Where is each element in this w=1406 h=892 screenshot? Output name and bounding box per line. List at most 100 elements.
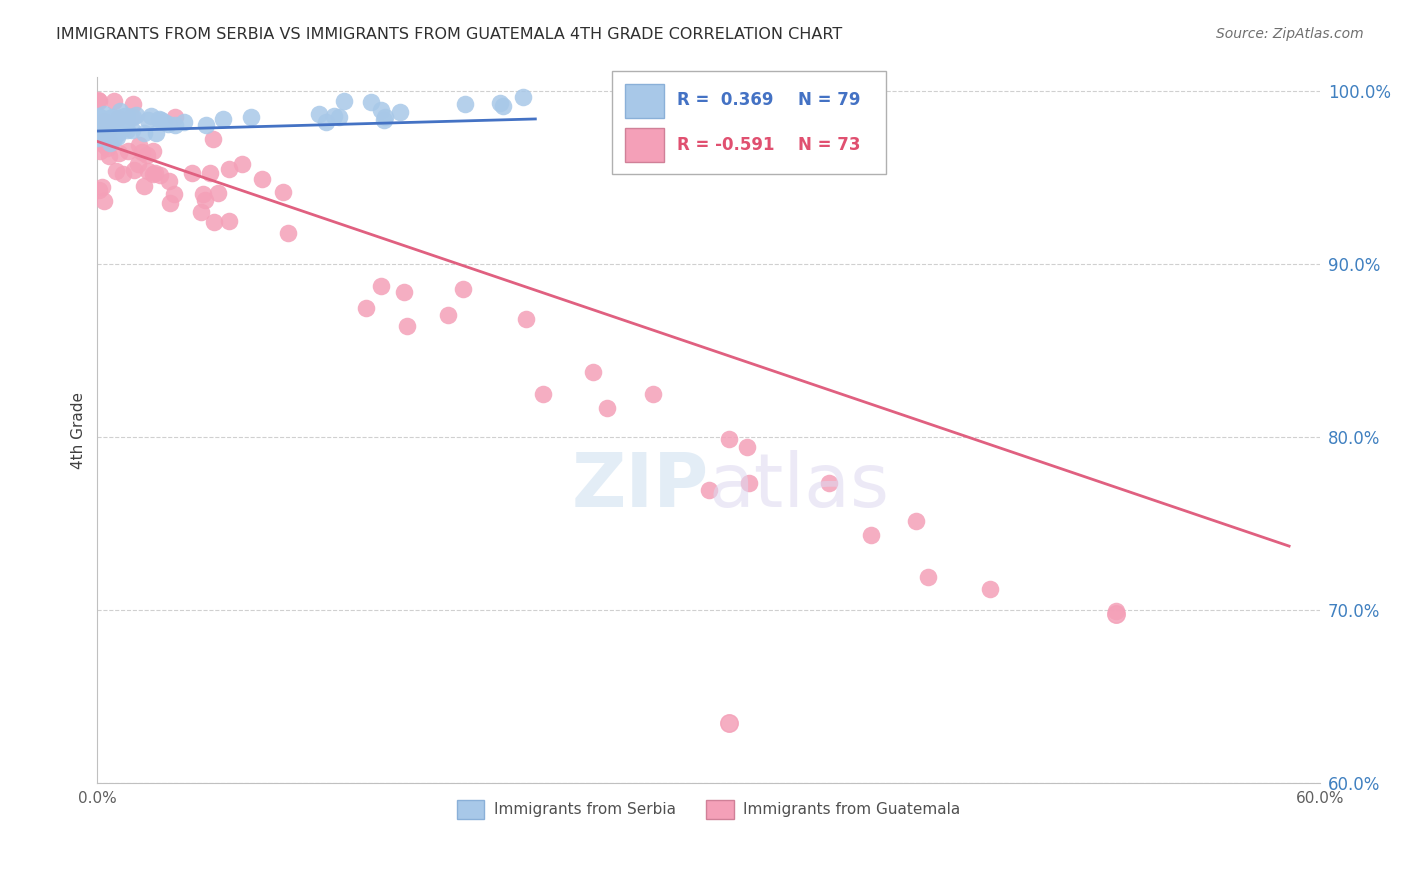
Point <box>370 278 392 293</box>
Point <box>370 103 392 117</box>
Point <box>308 107 330 121</box>
Point <box>131 145 153 160</box>
Point <box>735 440 758 454</box>
Point <box>738 475 761 490</box>
Point <box>97 123 120 137</box>
Point <box>89 183 111 197</box>
Point <box>121 123 143 137</box>
Point <box>90 129 112 144</box>
Text: R =  0.369: R = 0.369 <box>678 91 773 109</box>
Point <box>93 113 115 128</box>
Point <box>87 118 110 132</box>
Text: N = 79: N = 79 <box>799 91 860 109</box>
Point <box>360 95 382 109</box>
Point <box>107 111 129 125</box>
Point <box>115 112 138 127</box>
Point <box>207 186 229 200</box>
Point <box>273 185 295 199</box>
Point <box>165 118 187 132</box>
Point <box>979 582 1001 596</box>
Point <box>87 131 110 145</box>
Point <box>105 164 128 178</box>
Point <box>89 123 111 137</box>
Point <box>100 136 122 151</box>
Bar <box>626 128 664 161</box>
Point <box>193 187 215 202</box>
Point <box>90 179 112 194</box>
Point <box>122 97 145 112</box>
Point <box>94 119 117 133</box>
Point <box>193 193 215 207</box>
Point <box>394 285 416 300</box>
Legend: Immigrants from Serbia, Immigrants from Guatemala: Immigrants from Serbia, Immigrants from … <box>451 794 966 825</box>
Point <box>697 483 720 498</box>
Point <box>198 166 221 180</box>
Point <box>231 157 253 171</box>
Point <box>150 112 173 127</box>
Point <box>97 121 120 136</box>
Point <box>917 570 939 584</box>
Point <box>120 110 142 124</box>
Point <box>98 136 121 150</box>
Point <box>1105 604 1128 618</box>
Point <box>90 117 112 131</box>
Point <box>1105 607 1128 621</box>
Point <box>173 115 195 129</box>
Point <box>107 146 129 161</box>
Point <box>93 194 115 208</box>
Point <box>643 387 665 401</box>
Point <box>96 131 118 145</box>
Point <box>315 115 337 129</box>
Point <box>90 112 112 127</box>
Point <box>454 96 477 111</box>
Point <box>157 117 180 131</box>
Point <box>93 107 115 121</box>
Point <box>148 112 170 126</box>
Point <box>277 226 299 240</box>
Point <box>492 98 515 112</box>
Point <box>531 386 554 401</box>
Point <box>108 104 131 119</box>
Point <box>101 129 124 144</box>
Point <box>121 111 143 125</box>
Point <box>218 213 240 227</box>
Text: ZIP: ZIP <box>571 450 709 524</box>
Point <box>817 475 839 490</box>
Point <box>98 120 121 135</box>
Point <box>437 308 460 322</box>
Point <box>354 301 377 316</box>
Point <box>132 179 155 194</box>
Point <box>512 90 534 104</box>
Point <box>98 124 121 138</box>
Point <box>142 167 165 181</box>
Point <box>153 115 176 129</box>
Bar <box>626 84 664 118</box>
Point <box>117 144 139 158</box>
Point <box>904 514 927 528</box>
Point <box>163 187 186 202</box>
Point <box>89 129 111 144</box>
Point <box>395 318 418 333</box>
Point <box>93 117 115 131</box>
Point <box>190 205 212 219</box>
Point <box>90 126 112 140</box>
Text: IMMIGRANTS FROM SERBIA VS IMMIGRANTS FROM GUATEMALA 4TH GRADE CORRELATION CHART: IMMIGRANTS FROM SERBIA VS IMMIGRANTS FRO… <box>56 27 842 42</box>
Point <box>91 112 114 126</box>
Point <box>115 109 138 123</box>
Point <box>202 215 225 229</box>
Point <box>388 105 411 120</box>
Point <box>87 109 110 123</box>
Point <box>212 112 235 126</box>
Point <box>103 131 125 145</box>
Point <box>218 161 240 176</box>
Point <box>582 366 605 380</box>
Point <box>94 123 117 137</box>
Point <box>489 95 512 110</box>
Point <box>128 138 150 153</box>
Point <box>373 112 395 127</box>
Point <box>240 110 263 124</box>
Point <box>159 195 181 210</box>
Point <box>112 121 135 136</box>
Point <box>94 123 117 137</box>
Point <box>93 115 115 129</box>
